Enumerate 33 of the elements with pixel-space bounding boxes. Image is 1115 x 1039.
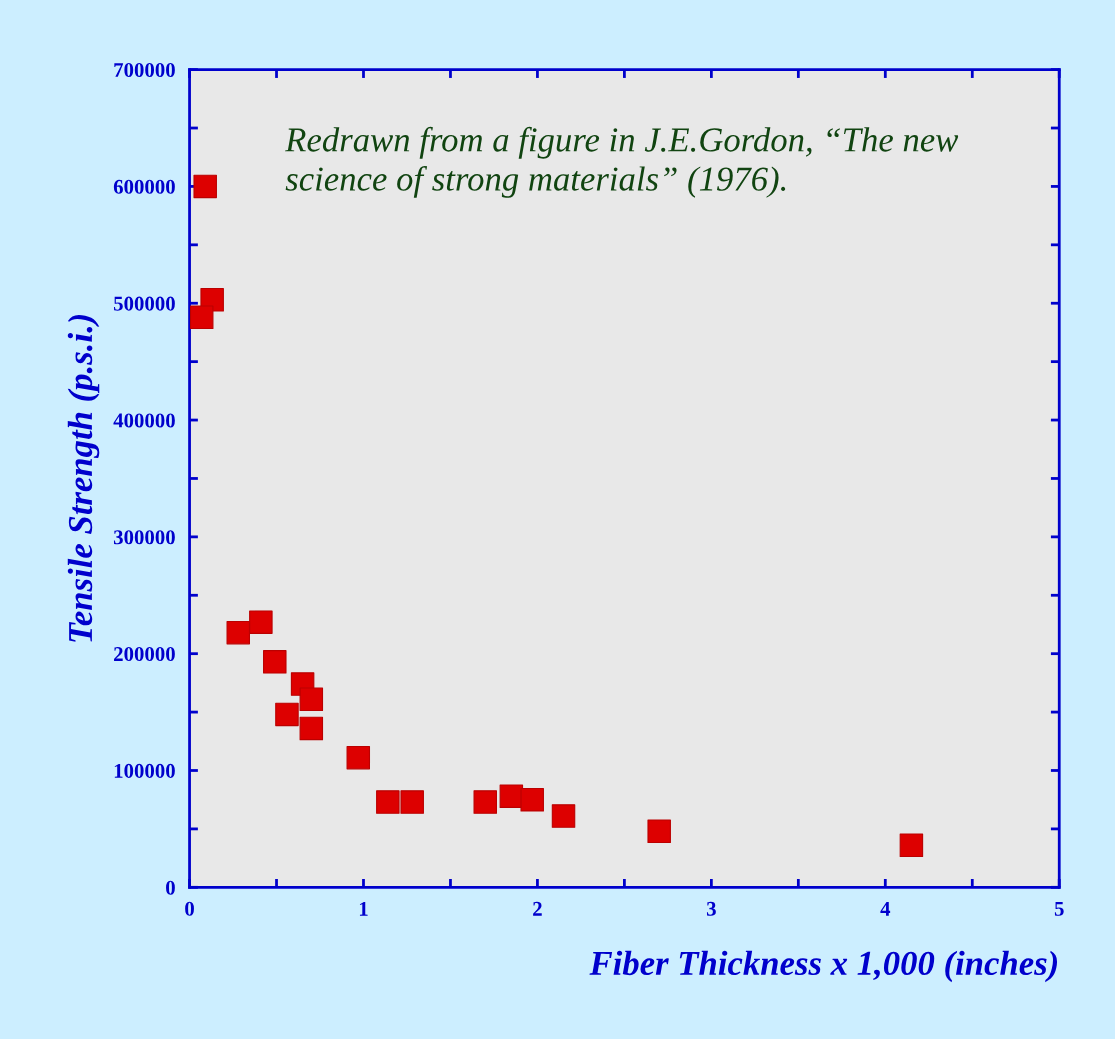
y-tick-label: 400000 <box>113 413 175 428</box>
x-tick-label: 4 <box>880 901 891 916</box>
y-tick-label: 700000 <box>114 62 175 78</box>
point <box>263 650 287 674</box>
x-tick-label: 2 <box>533 901 542 916</box>
y-tick-label: 100000 <box>114 763 175 778</box>
point <box>647 819 671 843</box>
point <box>189 305 214 330</box>
point <box>899 833 924 858</box>
point <box>473 790 498 814</box>
x-axis-title: Fiber Thickness x 1,000 (inches) <box>589 950 1058 983</box>
y-tick-label: 200000 <box>114 647 175 662</box>
point <box>275 702 299 727</box>
point <box>193 174 217 199</box>
point <box>299 716 324 741</box>
y-tick-label: 300000 <box>113 530 175 545</box>
x-tick-label: 1 <box>359 901 368 916</box>
point <box>520 787 544 812</box>
y-axis-title: Tensile Strength (p.s.i.) <box>67 314 100 642</box>
point <box>400 790 424 814</box>
annotation: Redrawn from a figure in J.E.Gordon, “The new science of strong materials” (1976). <box>285 126 959 198</box>
point <box>551 804 576 828</box>
x-tick-label: 0 <box>185 901 194 916</box>
point <box>376 790 400 814</box>
y-tick-label: 0 <box>166 880 175 895</box>
point <box>249 610 273 634</box>
point <box>299 687 324 711</box>
x-tick-label: 5 <box>1054 902 1064 916</box>
y-tick-label: 600000 <box>113 179 175 194</box>
y-tick-label: 500000 <box>113 296 175 311</box>
x-tick-label: 3 <box>706 901 716 916</box>
point <box>346 745 371 770</box>
point <box>226 620 251 645</box>
